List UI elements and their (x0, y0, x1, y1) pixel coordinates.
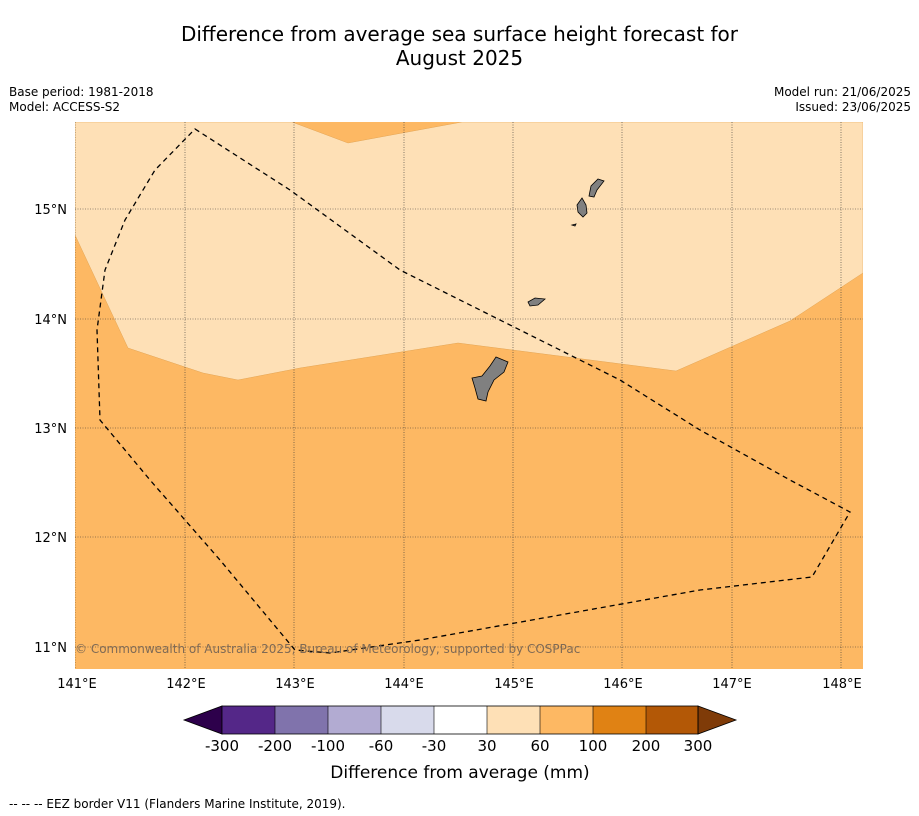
colorbar-swatch (381, 706, 434, 734)
eez-legend-note: -- -- -- EEZ border V11 (Flanders Marine… (9, 797, 346, 811)
colorbar-tick: 30 (477, 737, 496, 755)
map-title: Difference from average sea surface heig… (0, 22, 919, 70)
lat-label: 15°N (34, 203, 67, 218)
colorbar-tick: 60 (530, 737, 549, 755)
colorbar-min-arrow (182, 705, 223, 735)
colorbar-tick: 100 (579, 737, 608, 755)
colorbar-tick: -200 (258, 737, 292, 755)
lat-label: 11°N (34, 641, 67, 656)
meta-right: Model run: 21/06/2025 Issued: 23/06/2025 (774, 85, 911, 115)
rota-island (527, 297, 546, 307)
colorbar-swatch (593, 706, 646, 734)
colorbar-tick: -300 (205, 737, 239, 755)
colorbar-tick: 300 (684, 737, 713, 755)
colorbar-label: Difference from average (mm) (330, 763, 589, 783)
lon-label: 141°E (57, 677, 97, 692)
guam-island (471, 356, 509, 402)
colorbar-swatch (646, 706, 698, 734)
gridlines (75, 122, 863, 669)
tinian-island (576, 197, 588, 218)
lon-label: 143°E (275, 677, 315, 692)
saipan-island (588, 178, 605, 198)
title-line-1: Difference from average sea surface heig… (180, 22, 739, 46)
colorbar: -300 -200 -100 -60 -30 30 60 100 200 300… (182, 705, 738, 783)
model-name: Model: ACCESS-S2 (9, 100, 121, 114)
lon-label: 146°E (603, 677, 643, 692)
colorbar-tick: -100 (311, 737, 345, 755)
lat-label: 13°N (34, 422, 67, 437)
colorbar-swatch (540, 706, 593, 734)
model-run: Model run: 21/06/2025 (773, 85, 911, 99)
lon-label: 147°E (712, 677, 752, 692)
colorbar-swatch (487, 706, 540, 734)
aguijan-island (570, 223, 577, 227)
base-period: Base period: 1981-2018 (9, 85, 154, 99)
colorbar-max-arrow (697, 705, 738, 735)
colorbar-swatch (275, 706, 328, 734)
islands (471, 178, 605, 402)
colorbar-swatch (222, 706, 275, 734)
longitude-labels: 141°E 142°E 143°E 144°E 145°E 146°E 147°… (57, 677, 862, 692)
colorbar-swatch (328, 706, 381, 734)
title-line-2: August 2025 (395, 46, 524, 70)
lon-label: 142°E (166, 677, 206, 692)
eez-border (96, 128, 851, 654)
lat-label: 12°N (34, 531, 67, 546)
latitude-labels: 15°N 14°N 13°N 12°N 11°N (34, 203, 67, 656)
colorbar-swatch (434, 706, 487, 734)
meta-left: Base period: 1981-2018 Model: ACCESS-S2 (9, 85, 154, 115)
copyright-notice: © Commonwealth of Australia 2025, Bureau… (75, 642, 580, 656)
colorbar-tick: 200 (632, 737, 661, 755)
map-area: © Commonwealth of Australia 2025, Bureau… (75, 122, 863, 669)
lon-label: 145°E (494, 677, 534, 692)
colorbar-tick: -30 (422, 737, 447, 755)
sea-band-30-60 (75, 122, 863, 381)
colorbar-tick: -60 (369, 737, 394, 755)
issued-date: Issued: 23/06/2025 (795, 100, 911, 114)
lat-label: 14°N (34, 313, 67, 328)
lon-label: 144°E (384, 677, 424, 692)
lon-label: 148°E (822, 677, 862, 692)
